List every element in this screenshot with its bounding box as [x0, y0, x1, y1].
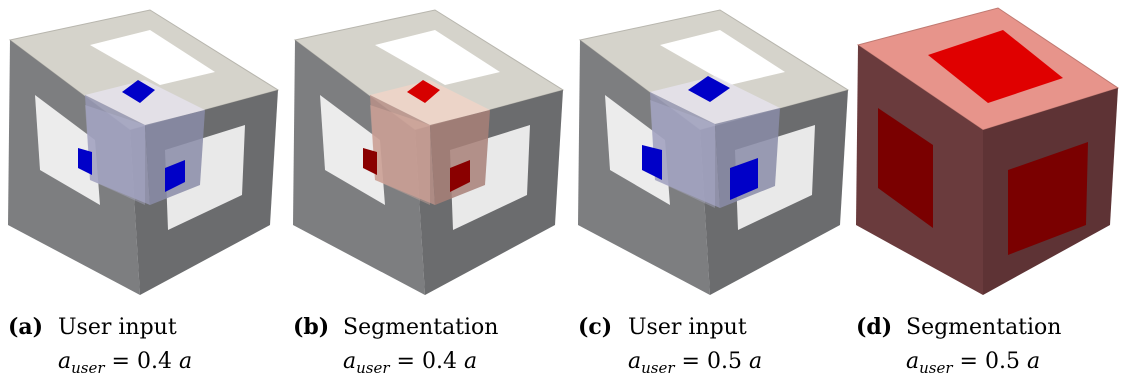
segmentation-square — [450, 160, 470, 192]
caption-letter: (d) — [856, 314, 893, 340]
cube-render-c — [578, 9, 850, 295]
caption-title: User input — [628, 315, 747, 340]
caption-letter: (b) — [293, 314, 330, 340]
segmentation-square — [928, 30, 1063, 103]
caption-title: Segmentation — [906, 315, 1062, 340]
cube-render-b — [293, 9, 565, 295]
seed-square — [78, 148, 92, 175]
segmentation-square — [1008, 142, 1088, 255]
caption-a: (a) User input auser = 0.4 a — [8, 310, 192, 385]
segmentation-square — [363, 148, 377, 175]
seed-square — [688, 76, 730, 102]
segmentation-square — [407, 80, 440, 103]
caption-title: Segmentation — [343, 315, 499, 340]
caption-formula: auser = 0.4 a — [58, 349, 193, 377]
cube-render-a — [8, 9, 280, 295]
caption-formula: auser = 0.5 a — [628, 349, 763, 377]
panel-a: (a) User input auser = 0.4 a — [0, 0, 280, 378]
seed-square — [730, 158, 758, 200]
panel-d: (d) Segmentation auser = 0.5 a — [848, 0, 1123, 378]
panel-c: (c) User input auser = 0.5 a — [570, 0, 850, 378]
seed-square — [642, 145, 662, 180]
caption-title: User input — [58, 315, 177, 340]
cube-render-d — [856, 7, 1120, 295]
caption-letter: (a) — [8, 314, 44, 340]
caption-d: (d) Segmentation auser = 0.5 a — [856, 310, 1061, 385]
caption-c: (c) User input auser = 0.5 a — [578, 310, 762, 385]
seed-square — [165, 160, 185, 192]
caption-b: (b) Segmentation auser = 0.4 a — [293, 310, 498, 385]
caption-letter: (c) — [578, 314, 613, 340]
panel-b: (b) Segmentation auser = 0.4 a — [285, 0, 565, 378]
segmentation-square — [878, 108, 933, 228]
seed-square — [122, 80, 155, 103]
caption-formula: auser = 0.5 a — [906, 349, 1041, 377]
caption-formula: auser = 0.4 a — [343, 349, 478, 377]
